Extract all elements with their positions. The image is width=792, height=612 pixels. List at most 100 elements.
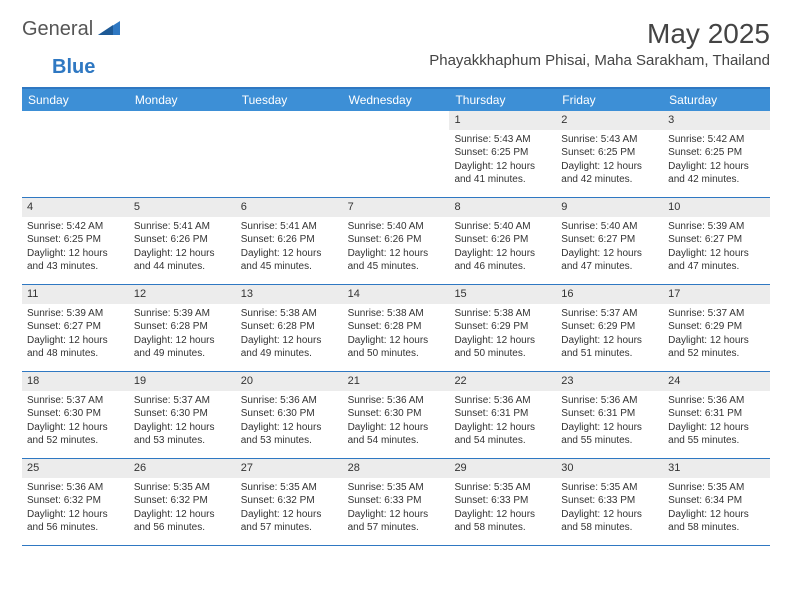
day-number: 18 [22, 372, 129, 391]
day-cell: 9Sunrise: 5:40 AMSunset: 6:27 PMDaylight… [556, 198, 663, 284]
day-number: 24 [663, 372, 770, 391]
day-cell: 30Sunrise: 5:35 AMSunset: 6:33 PMDayligh… [556, 459, 663, 545]
day-number: 29 [449, 459, 556, 478]
day-cell: 31Sunrise: 5:35 AMSunset: 6:34 PMDayligh… [663, 459, 770, 545]
day-number: 13 [236, 285, 343, 304]
sunset-line: Sunset: 6:26 PM [134, 233, 231, 247]
day-number: 14 [343, 285, 450, 304]
sunrise-line: Sunrise: 5:38 AM [241, 307, 338, 321]
sunrise-line: Sunrise: 5:36 AM [241, 394, 338, 408]
day-number: 30 [556, 459, 663, 478]
day-number: 25 [22, 459, 129, 478]
daylight-line: Daylight: 12 hours and 52 minutes. [668, 334, 765, 361]
day-number: 21 [343, 372, 450, 391]
sunset-line: Sunset: 6:29 PM [454, 320, 551, 334]
day-number: 10 [663, 198, 770, 217]
daylight-line: Daylight: 12 hours and 55 minutes. [561, 421, 658, 448]
daylight-line: Daylight: 12 hours and 56 minutes. [27, 508, 124, 535]
logo-text-general: General [22, 18, 93, 41]
day-cell: 23Sunrise: 5:36 AMSunset: 6:31 PMDayligh… [556, 372, 663, 458]
sunrise-line: Sunrise: 5:39 AM [134, 307, 231, 321]
month-title: May 2025 [429, 18, 770, 50]
sunrise-line: Sunrise: 5:37 AM [27, 394, 124, 408]
sunset-line: Sunset: 6:25 PM [561, 146, 658, 160]
week-row: 1Sunrise: 5:43 AMSunset: 6:25 PMDaylight… [22, 111, 770, 198]
sunset-line: Sunset: 6:30 PM [241, 407, 338, 421]
title-block: May 2025 Phayakkhaphum Phisai, Maha Sara… [429, 18, 770, 69]
day-cell: 8Sunrise: 5:40 AMSunset: 6:26 PMDaylight… [449, 198, 556, 284]
sunrise-line: Sunrise: 5:36 AM [668, 394, 765, 408]
day-number: 2 [556, 111, 663, 130]
day-cell: 11Sunrise: 5:39 AMSunset: 6:27 PMDayligh… [22, 285, 129, 371]
daylight-line: Daylight: 12 hours and 54 minutes. [348, 421, 445, 448]
daylight-line: Daylight: 12 hours and 57 minutes. [348, 508, 445, 535]
daylight-line: Daylight: 12 hours and 46 minutes. [454, 247, 551, 274]
sunrise-line: Sunrise: 5:38 AM [454, 307, 551, 321]
daylight-line: Daylight: 12 hours and 42 minutes. [668, 160, 765, 187]
sunset-line: Sunset: 6:32 PM [241, 494, 338, 508]
daylight-line: Daylight: 12 hours and 49 minutes. [241, 334, 338, 361]
sunrise-line: Sunrise: 5:35 AM [348, 481, 445, 495]
week-row: 11Sunrise: 5:39 AMSunset: 6:27 PMDayligh… [22, 285, 770, 372]
sunrise-line: Sunrise: 5:41 AM [241, 220, 338, 234]
sunset-line: Sunset: 6:33 PM [454, 494, 551, 508]
sunrise-line: Sunrise: 5:41 AM [134, 220, 231, 234]
day-number: 15 [449, 285, 556, 304]
dow-monday: Monday [129, 89, 236, 111]
sunrise-line: Sunrise: 5:35 AM [454, 481, 551, 495]
day-cell: 3Sunrise: 5:42 AMSunset: 6:25 PMDaylight… [663, 111, 770, 197]
day-cell: 6Sunrise: 5:41 AMSunset: 6:26 PMDaylight… [236, 198, 343, 284]
week-row: 25Sunrise: 5:36 AMSunset: 6:32 PMDayligh… [22, 459, 770, 546]
day-cell: 2 Sunrise: 5:43 AMSunset: 6:25 PMDaylight… [556, 111, 663, 197]
day-number: 11 [22, 285, 129, 304]
day-number: 6 [236, 198, 343, 217]
sunrise-line: Sunrise: 5:42 AM [668, 133, 765, 147]
day-number: 4 [22, 198, 129, 217]
sunset-line: Sunset: 6:33 PM [561, 494, 658, 508]
dow-wednesday: Wednesday [343, 89, 450, 111]
daylight-line: Daylight: 12 hours and 48 minutes. [27, 334, 124, 361]
sunrise-line: Sunrise: 5:36 AM [561, 394, 658, 408]
sunrise-line: Sunrise: 5:39 AM [27, 307, 124, 321]
daylight-line: Daylight: 12 hours and 55 minutes. [668, 421, 765, 448]
dow-thursday: Thursday [449, 89, 556, 111]
day-cell: 26Sunrise: 5:35 AMSunset: 6:32 PMDayligh… [129, 459, 236, 545]
day-cell: 7Sunrise: 5:40 AMSunset: 6:26 PMDaylight… [343, 198, 450, 284]
day-number: 31 [663, 459, 770, 478]
daylight-line: Daylight: 12 hours and 42 minutes. [561, 160, 658, 187]
daylight-line: Daylight: 12 hours and 45 minutes. [241, 247, 338, 274]
day-cell [343, 111, 450, 197]
sunrise-line: Sunrise: 5:35 AM [134, 481, 231, 495]
sunrise-line: Sunrise: 5:43 AM [454, 133, 551, 147]
day-cell: 12Sunrise: 5:39 AMSunset: 6:28 PMDayligh… [129, 285, 236, 371]
daylight-line: Daylight: 12 hours and 56 minutes. [134, 508, 231, 535]
dow-sunday: Sunday [22, 89, 129, 111]
sunset-line: Sunset: 6:29 PM [561, 320, 658, 334]
sunrise-line: Sunrise: 5:36 AM [348, 394, 445, 408]
sunrise-line: Sunrise: 5:40 AM [348, 220, 445, 234]
day-number: 27 [236, 459, 343, 478]
day-number: 12 [129, 285, 236, 304]
day-cell: 17Sunrise: 5:37 AMSunset: 6:29 PMDayligh… [663, 285, 770, 371]
day-number: 23 [556, 372, 663, 391]
logo: General [22, 18, 122, 41]
day-number: 19 [129, 372, 236, 391]
day-cell: 13Sunrise: 5:38 AMSunset: 6:28 PMDayligh… [236, 285, 343, 371]
sunset-line: Sunset: 6:25 PM [454, 146, 551, 160]
day-cell [236, 111, 343, 197]
sunrise-line: Sunrise: 5:35 AM [561, 481, 658, 495]
sunrise-line: Sunrise: 5:37 AM [134, 394, 231, 408]
day-cell: 22Sunrise: 5:36 AMSunset: 6:31 PMDayligh… [449, 372, 556, 458]
sunrise-line: Sunrise: 5:43 AM [561, 133, 658, 147]
sunset-line: Sunset: 6:31 PM [454, 407, 551, 421]
day-number: 5 [129, 198, 236, 217]
sunrise-line: Sunrise: 5:38 AM [348, 307, 445, 321]
daylight-line: Daylight: 12 hours and 57 minutes. [241, 508, 338, 535]
sunset-line: Sunset: 6:30 PM [27, 407, 124, 421]
logo-text-blue: Blue [52, 56, 95, 79]
day-cell: 24Sunrise: 5:36 AMSunset: 6:31 PMDayligh… [663, 372, 770, 458]
sunset-line: Sunset: 6:26 PM [454, 233, 551, 247]
sunset-line: Sunset: 6:25 PM [27, 233, 124, 247]
sunrise-line: Sunrise: 5:40 AM [454, 220, 551, 234]
day-cell [22, 111, 129, 197]
